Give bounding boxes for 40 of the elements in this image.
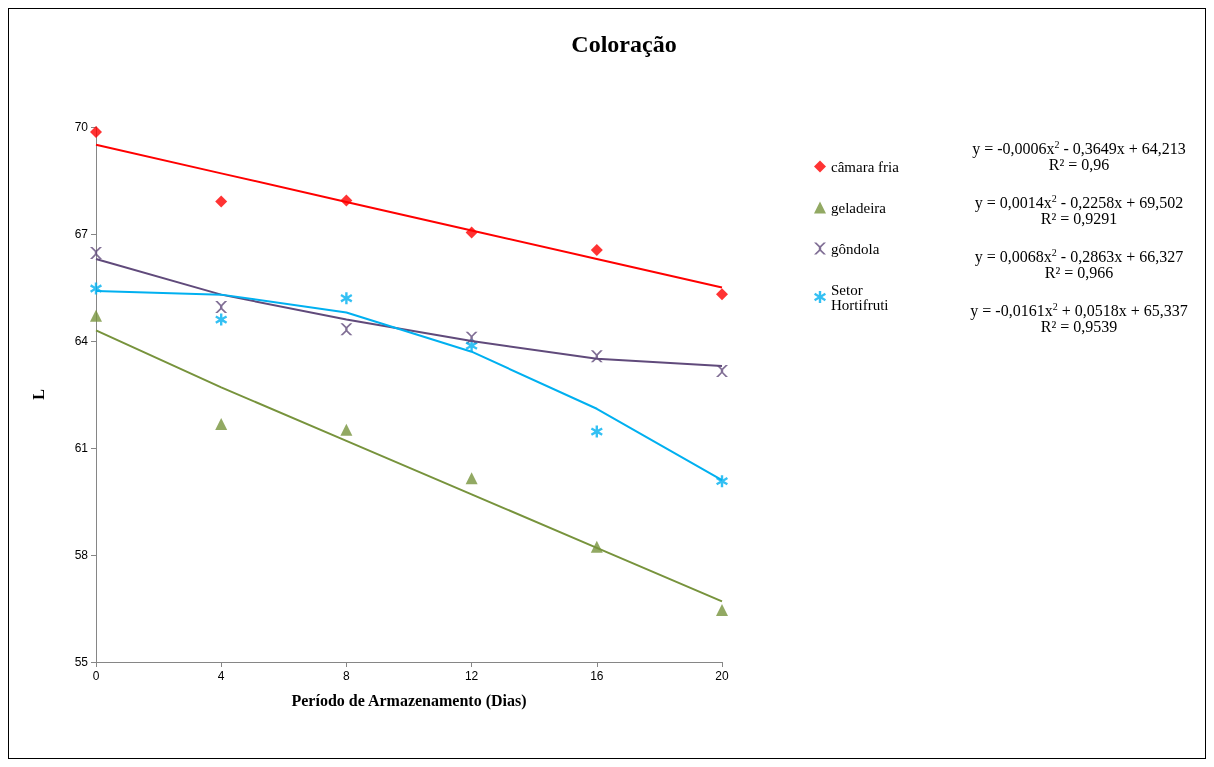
point <box>340 323 353 336</box>
chart-title: Coloração <box>571 31 677 57</box>
point <box>90 309 102 322</box>
x-tick-label: 20 <box>715 669 729 683</box>
legend-label: Setor Hortifruti <box>831 281 889 313</box>
point <box>716 364 728 377</box>
legend-label: gôndola <box>831 240 880 257</box>
y-tick-label: 61 <box>74 441 89 455</box>
legend-label: geladeira <box>831 199 887 216</box>
x-axis-title: Período de Armazenamento (Dias) <box>291 691 527 710</box>
point <box>215 195 228 208</box>
x-tick-label: 12 <box>464 669 479 683</box>
line-series <box>95 329 723 603</box>
point <box>465 472 478 485</box>
x-tick-label: 4 <box>217 669 225 683</box>
legend-label: câmara fria <box>831 158 900 175</box>
point <box>215 301 228 314</box>
y-tick-label: 70 <box>74 120 89 134</box>
point <box>716 603 728 616</box>
point <box>590 244 603 257</box>
point <box>90 125 102 138</box>
point <box>590 425 603 438</box>
text: R² = 0,9291 <box>1040 209 1118 227</box>
point <box>716 288 728 301</box>
y-tick-label: 64 <box>74 334 89 348</box>
x-tick-label: 0 <box>92 669 100 683</box>
text: R² = 0,966 <box>1044 263 1114 281</box>
y-tick-label: 67 <box>74 227 89 241</box>
x-tick-label: 16 <box>590 669 604 683</box>
point <box>340 292 353 305</box>
point <box>215 313 228 326</box>
x-tick-label: 8 <box>343 669 351 683</box>
text: R² = 0,96 <box>1048 155 1110 173</box>
point <box>340 423 353 436</box>
y-tick-label: 58 <box>74 548 89 562</box>
text: R² = 0,9539 <box>1040 317 1118 335</box>
point <box>90 246 102 259</box>
y-axis-title: L <box>29 389 47 400</box>
point <box>215 418 228 431</box>
y-tick-label: 55 <box>74 655 89 669</box>
